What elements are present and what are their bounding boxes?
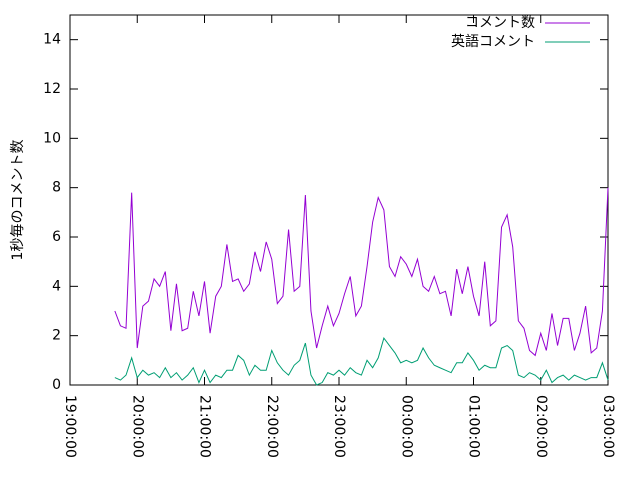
- y-axis-label: 1秒毎のコメント数: [10, 140, 26, 261]
- y-tick-label: 2: [52, 328, 61, 344]
- x-tick-label: 01:00:00: [466, 395, 482, 458]
- y-tick-label: 0: [52, 377, 61, 393]
- x-tick-label: 19:00:00: [62, 395, 78, 458]
- x-tick-label: 23:00:00: [331, 395, 347, 458]
- series-line: [114, 337, 609, 386]
- y-tick-label: 4: [52, 278, 61, 294]
- x-tick-label: 20:00:00: [129, 395, 145, 458]
- y-tick-label: 10: [43, 130, 61, 146]
- x-tick-label: 00:00:00: [398, 395, 414, 458]
- series-line: [114, 187, 609, 357]
- y-tick-label: 6: [52, 229, 61, 245]
- plot-border: [69, 14, 609, 386]
- y-tick-label: 8: [52, 180, 61, 196]
- y-tick-label: 12: [43, 81, 61, 97]
- x-tick-label: 02:00:00: [533, 395, 549, 458]
- x-tick-label: 22:00:00: [264, 395, 280, 458]
- y-tick-label: 14: [43, 32, 61, 48]
- legend-label: コメント数: [465, 15, 535, 31]
- x-tick-label: 03:00:00: [600, 395, 616, 458]
- legend-label: 英語コメント: [451, 33, 535, 50]
- x-tick-label: 21:00:00: [197, 395, 213, 458]
